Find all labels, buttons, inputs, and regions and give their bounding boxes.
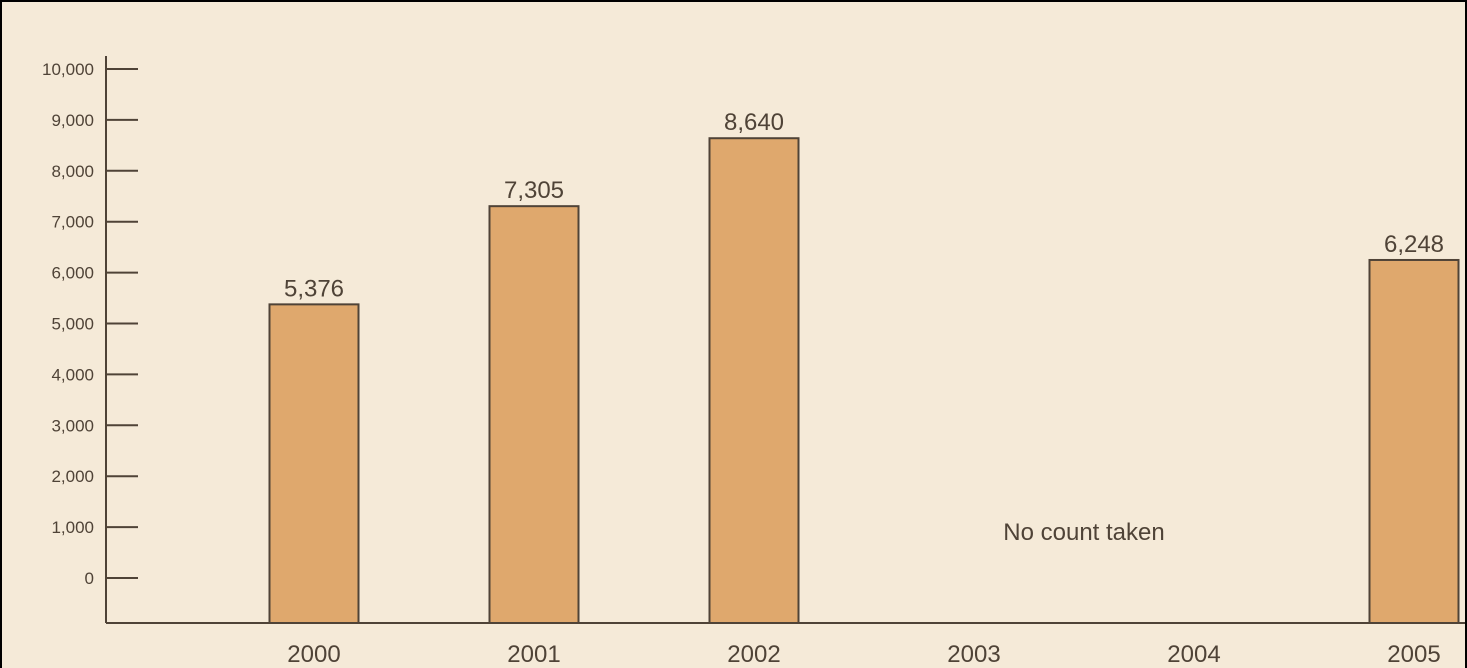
x-axis-labels: 2000 2001 2002 2003 2004 2005 [287,641,1440,668]
y-tick-label: 2,000 [51,467,94,486]
bar-value-label: 7,305 [504,177,564,204]
bar-value-label: 5,376 [284,275,344,302]
x-category-label: 2005 [1387,641,1440,668]
x-category-label: 2002 [727,641,780,668]
y-tick-label: 0 [85,569,94,588]
y-axis-ticks: 0 1,000 2,000 3,000 4,000 5,000 6,000 7,000 8,00… [42,60,138,588]
y-tick-label: 6,000 [51,264,94,283]
y-tick-label: 1,000 [51,518,94,537]
x-category-label: 2001 [507,641,560,668]
y-tick-label: 3,000 [51,416,94,435]
bar [708,137,800,624]
y-tick-label: 5,000 [51,315,94,334]
x-category-label: 2000 [287,641,340,668]
value-labels-layer: 5,376 7,305 8,640 6,248 [284,109,1444,302]
bar [268,303,360,624]
bar [1368,258,1460,624]
y-tick-label: 7,000 [51,213,94,232]
y-tick-label: 9,000 [51,111,94,130]
no-count-annotation: No count taken [1003,519,1164,546]
x-category-label: 2004 [1167,641,1220,668]
x-category-label: 2003 [947,641,1000,668]
y-tick-label: 8,000 [51,162,94,181]
bar [488,205,580,624]
y-tick-label: 4,000 [51,365,94,384]
bars-layer [268,137,1460,624]
bar-value-label: 6,248 [1384,231,1444,258]
bar-value-label: 8,640 [724,109,784,136]
y-tick-label: 10,000 [42,60,94,79]
